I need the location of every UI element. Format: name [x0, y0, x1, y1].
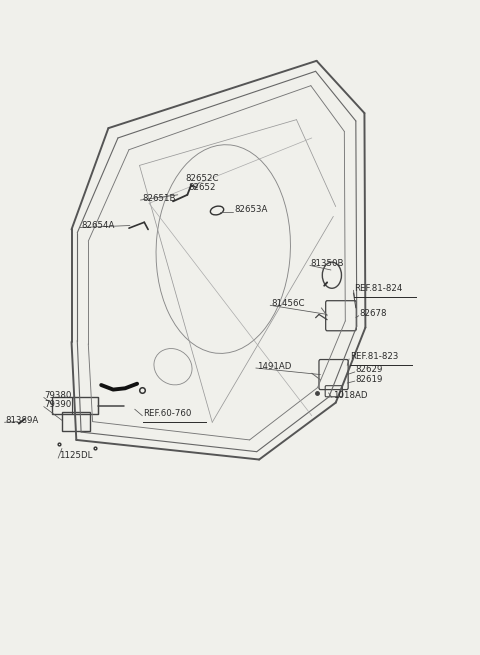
Text: 1491AD: 1491AD	[257, 362, 291, 371]
Text: REF.81-823: REF.81-823	[350, 352, 398, 362]
Text: 82619: 82619	[356, 375, 383, 384]
Text: 82652C: 82652C	[185, 174, 218, 183]
Text: 81350B: 81350B	[311, 259, 344, 268]
Text: 82629: 82629	[356, 365, 383, 375]
Text: 82653A: 82653A	[234, 206, 268, 214]
Text: REF.60-760: REF.60-760	[144, 409, 192, 419]
Text: 79380: 79380	[45, 391, 72, 400]
Text: 82652: 82652	[188, 183, 216, 192]
Text: 1125DL: 1125DL	[59, 451, 93, 460]
Text: 81389A: 81389A	[5, 416, 39, 425]
Text: REF.81-824: REF.81-824	[354, 284, 402, 293]
Text: 1018AD: 1018AD	[333, 391, 368, 400]
Text: 82654A: 82654A	[81, 221, 114, 230]
Text: 82678: 82678	[360, 309, 387, 318]
Text: 81456C: 81456C	[272, 299, 305, 308]
Text: 82651B: 82651B	[142, 194, 175, 202]
Text: 79390: 79390	[45, 400, 72, 409]
